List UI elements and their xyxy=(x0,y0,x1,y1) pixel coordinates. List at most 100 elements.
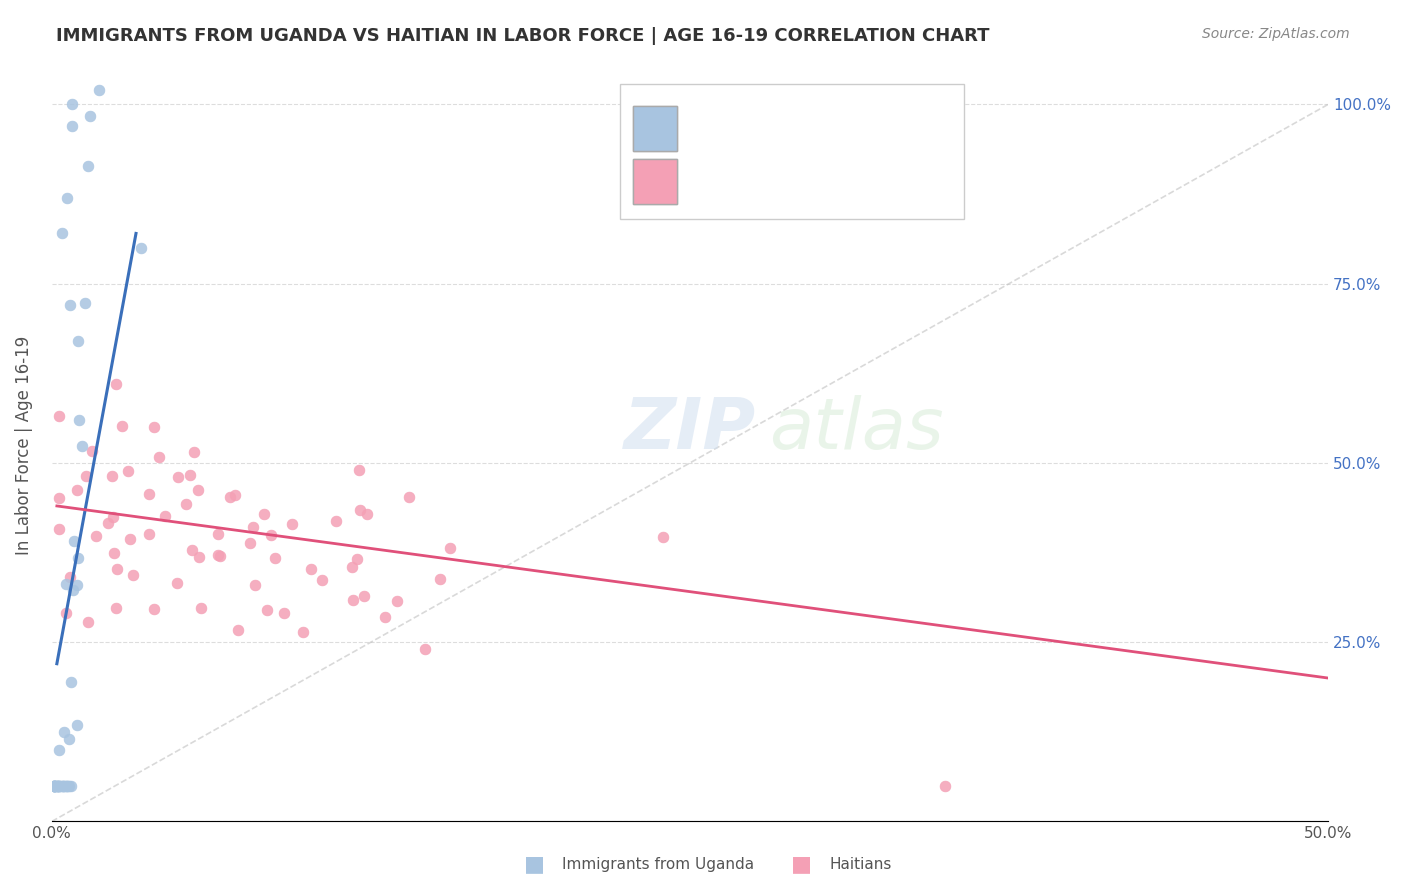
Point xyxy=(60,119,83,133)
Point xyxy=(44,779,66,793)
Point xyxy=(49,779,72,793)
Point xyxy=(44,779,66,793)
Point xyxy=(353,589,375,603)
Point xyxy=(934,779,956,793)
Text: R =  0.343   N = 53: R = 0.343 N = 53 xyxy=(690,121,839,136)
Point xyxy=(101,510,124,524)
Point xyxy=(67,550,90,565)
Point xyxy=(73,296,96,310)
Point xyxy=(48,779,70,793)
Point xyxy=(292,625,315,640)
Point xyxy=(55,576,77,591)
Point xyxy=(439,541,461,556)
Point xyxy=(59,298,82,312)
Text: Source: ZipAtlas.com: Source: ZipAtlas.com xyxy=(1202,27,1350,41)
Point xyxy=(148,450,170,465)
Point xyxy=(60,779,83,793)
Point xyxy=(138,487,160,501)
Point xyxy=(70,439,93,453)
Point xyxy=(44,779,66,793)
Point xyxy=(46,779,69,793)
Point xyxy=(342,593,364,607)
Point xyxy=(55,606,77,620)
Point xyxy=(209,549,232,563)
Text: IMMIGRANTS FROM UGANDA VS HAITIAN IN LABOR FORCE | AGE 16-19 CORRELATION CHART: IMMIGRANTS FROM UGANDA VS HAITIAN IN LAB… xyxy=(56,27,990,45)
Point xyxy=(346,552,368,566)
Point xyxy=(76,469,98,483)
Point xyxy=(190,601,212,615)
Point xyxy=(46,779,69,793)
Point xyxy=(48,409,70,423)
Point xyxy=(207,527,229,541)
Point xyxy=(80,444,103,458)
FancyBboxPatch shape xyxy=(620,84,965,219)
Point xyxy=(347,463,370,477)
Point xyxy=(273,607,295,621)
Point xyxy=(60,97,83,112)
Point xyxy=(79,109,101,123)
Point xyxy=(129,241,152,255)
Point xyxy=(46,779,69,793)
Point xyxy=(59,675,82,690)
Text: atlas: atlas xyxy=(769,395,943,465)
Point xyxy=(239,536,262,550)
Point xyxy=(340,560,363,574)
Point xyxy=(651,530,673,544)
Point xyxy=(226,623,249,637)
Point xyxy=(52,779,75,793)
Point xyxy=(153,508,176,523)
Point xyxy=(67,413,90,427)
Point xyxy=(219,490,242,504)
Point xyxy=(120,532,142,546)
Point xyxy=(174,497,197,511)
Point xyxy=(142,420,165,434)
FancyBboxPatch shape xyxy=(633,159,678,204)
Point xyxy=(62,583,84,598)
Point xyxy=(44,779,66,793)
Point xyxy=(183,445,205,459)
Point xyxy=(52,779,75,793)
Point xyxy=(281,516,304,531)
Point xyxy=(415,641,437,656)
Point xyxy=(56,191,79,205)
Point xyxy=(224,488,246,502)
Point xyxy=(76,615,98,629)
Point xyxy=(105,562,128,576)
Text: Haitians: Haitians xyxy=(830,857,891,872)
Point xyxy=(52,724,75,739)
Point xyxy=(256,603,278,617)
Text: ZIP: ZIP xyxy=(624,395,756,465)
Point xyxy=(66,483,89,497)
Point xyxy=(311,573,333,587)
Point xyxy=(167,469,190,483)
Point xyxy=(117,463,139,477)
Point xyxy=(58,731,80,746)
Point xyxy=(62,533,84,548)
Text: Immigrants from Uganda: Immigrants from Uganda xyxy=(562,857,755,872)
Point xyxy=(77,160,100,174)
Point xyxy=(373,610,395,624)
Point xyxy=(51,227,73,241)
Point xyxy=(44,779,66,793)
Point xyxy=(122,568,145,582)
Point xyxy=(56,779,79,793)
Point xyxy=(325,514,347,528)
Point xyxy=(104,377,127,392)
Point xyxy=(111,418,134,433)
Point xyxy=(44,779,66,793)
Point xyxy=(104,600,127,615)
Point xyxy=(44,779,66,793)
Text: R = -0.395   N = 70: R = -0.395 N = 70 xyxy=(690,174,839,189)
Y-axis label: In Labor Force | Age 16-19: In Labor Force | Age 16-19 xyxy=(15,335,32,555)
Point xyxy=(245,578,267,592)
Point xyxy=(299,562,322,576)
Text: ■: ■ xyxy=(792,855,811,874)
Point xyxy=(49,779,72,793)
Point xyxy=(181,542,204,557)
Point xyxy=(66,717,89,731)
Point xyxy=(84,529,107,543)
Point xyxy=(66,578,89,592)
Point xyxy=(138,527,160,541)
Point xyxy=(187,483,209,498)
Point xyxy=(207,548,229,562)
